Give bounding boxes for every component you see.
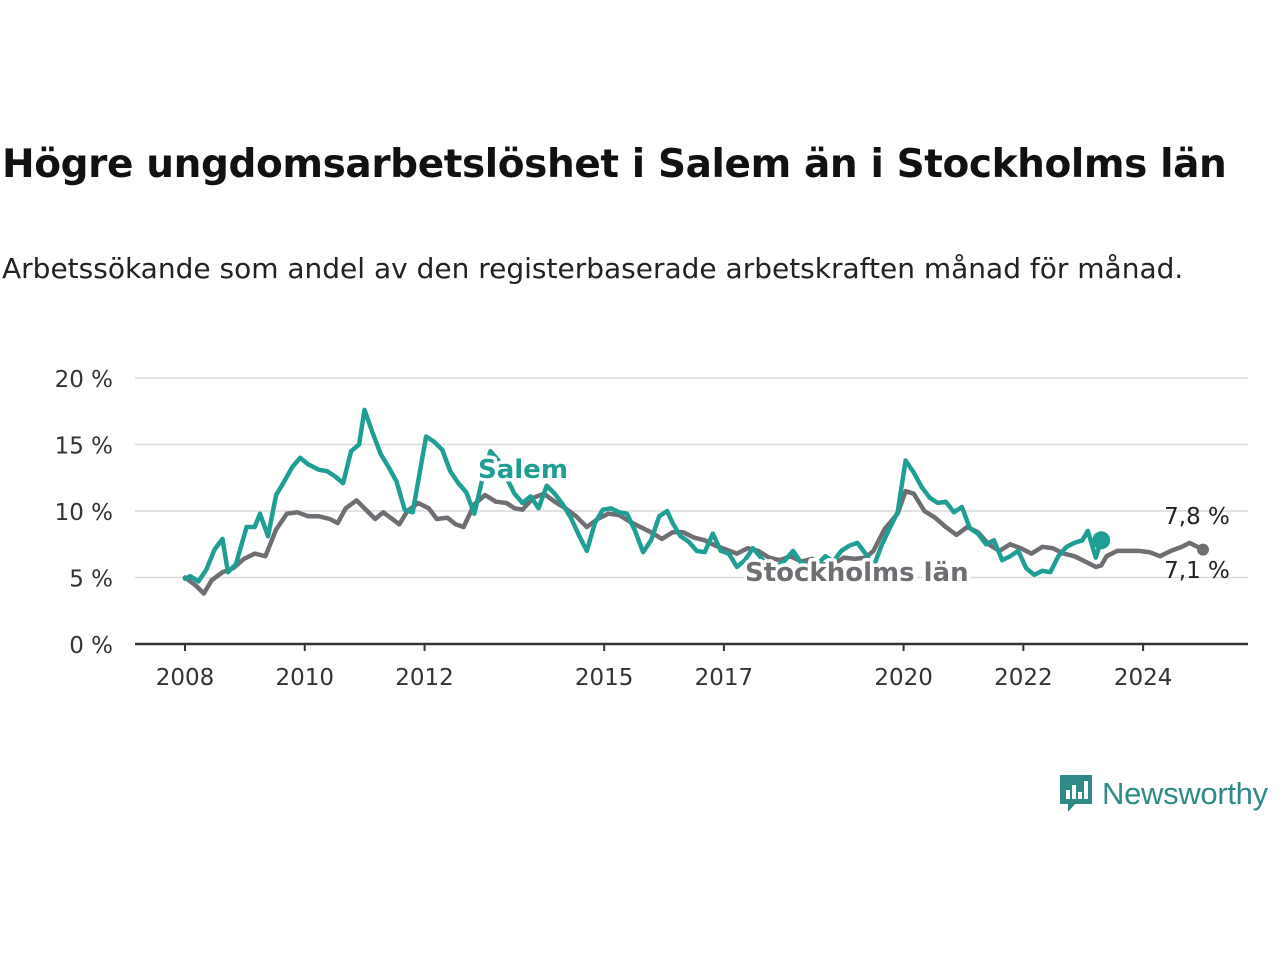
x-tick-label: 2024 [1114, 665, 1173, 691]
x-tick-label: 2022 [994, 665, 1053, 691]
end-marker-salem [1092, 531, 1111, 550]
end-label-salem: 7,8 % [1164, 504, 1230, 530]
x-tick-label: 2017 [695, 665, 754, 691]
y-tick-label: 0 % [69, 633, 113, 659]
y-tick-label: 10 % [55, 500, 113, 526]
series-line-stockholms-lan [182, 488, 1206, 596]
annotation-stockholms-lan: Stockholms län [745, 558, 969, 588]
newsworthy-logo-text: Newsworthy [1102, 776, 1268, 811]
annotation-salem-halo: Salem [478, 455, 568, 485]
newsworthy-logo: Newsworthy [1058, 772, 1268, 816]
x-tick-label: 2020 [874, 665, 933, 691]
grid: 0 % 5 % 10 % 15 % 20 % [55, 367, 1248, 659]
x-tick-label: 2008 [156, 665, 215, 691]
x-axis: 2008 2010 2012 2015 2017 2020 2022 2024 [135, 642, 1248, 691]
x-tick-label: 2012 [395, 665, 454, 691]
y-tick-label: 20 % [55, 367, 113, 393]
end-marker-stockholms-lan [1197, 543, 1209, 556]
line-chart: 0 %5 %10 %15 %20 % 2008 2010 2012 2015 2017 2… [55, 367, 1248, 691]
x-tick-label: 2010 [275, 665, 334, 691]
series-group [182, 407, 1206, 596]
chart-title: Högre ungdomsarbetslöshet i Salem än i S… [2, 142, 1227, 187]
y-tick-label: 5 % [69, 567, 113, 593]
chart-subtitle: Arbetssökande som andel av den registerb… [2, 252, 1184, 285]
annotation-salem: Salem [478, 455, 568, 485]
y-tick-label: 15 % [55, 434, 113, 460]
end-label-stockholms-lan: 7,1 % [1164, 558, 1230, 584]
series-line-salem [182, 407, 1104, 584]
x-tick-label: 2015 [575, 665, 634, 691]
annotation-stockholms-lan-halo: Stockholms län [745, 558, 969, 588]
newsworthy-logo-icon [1060, 775, 1092, 812]
